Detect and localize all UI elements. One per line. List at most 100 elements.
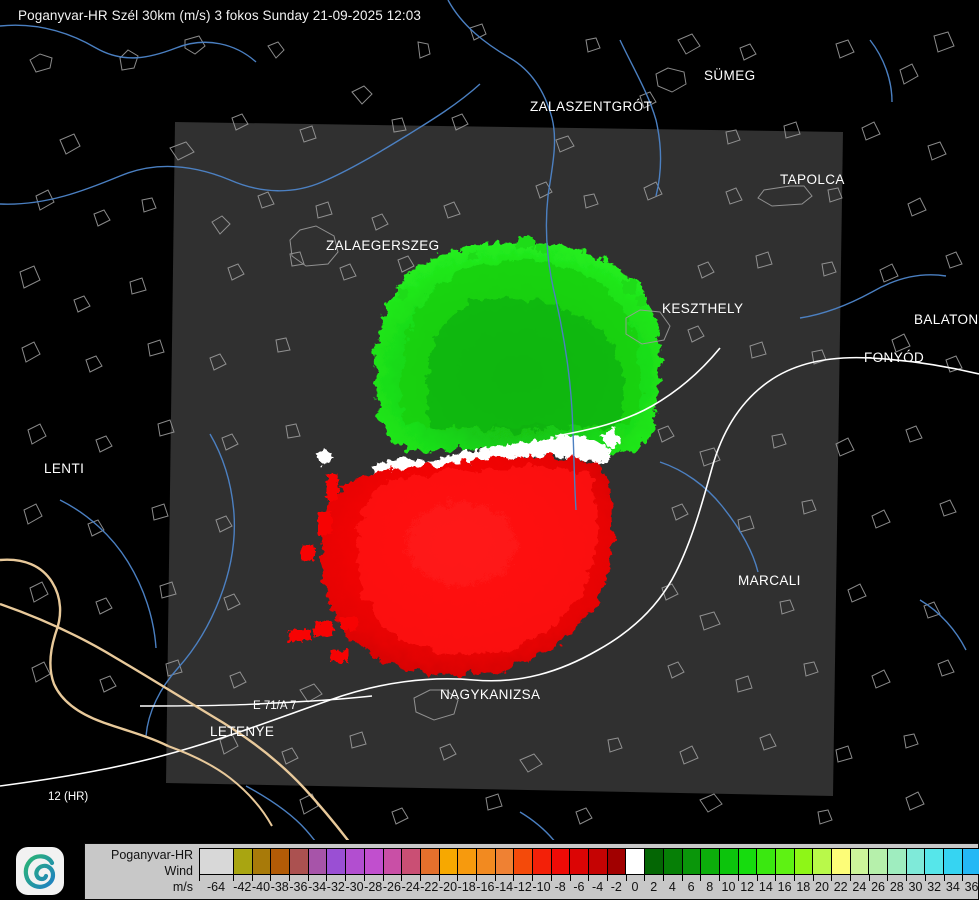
legend-swatch[interactable]: [645, 849, 664, 874]
place-label: MARCALI: [738, 573, 801, 588]
legend-swatch[interactable]: [626, 849, 646, 874]
legend-tick: [401, 874, 403, 881]
legend-swatch[interactable]: [850, 849, 870, 874]
legend-tick-label: -64: [206, 880, 226, 894]
legend-swatch[interactable]: [271, 849, 291, 874]
spiral-logo-icon[interactable]: [14, 845, 66, 897]
legend-tick-label: -16: [476, 880, 495, 894]
legend-swatch[interactable]: [925, 849, 945, 874]
legend-swatch[interactable]: [869, 849, 889, 874]
legend-tick: [233, 874, 234, 881]
velocity-echo-layer: [288, 236, 661, 676]
legend-swatch[interactable]: [290, 849, 309, 874]
settlement-outlines: [19, 23, 963, 825]
legend-swatch[interactable]: [514, 849, 533, 874]
legend-swatch[interactable]: [570, 849, 590, 874]
legend-swatch[interactable]: [533, 849, 552, 874]
place-label: BALATONBO: [914, 312, 979, 327]
legend-tick: [588, 874, 590, 881]
legend-tick: [606, 874, 608, 881]
legend-tick: [438, 874, 440, 881]
color-scale-legend[interactable]: Poganyvar-HR Wind m/s -64 -42 -40 -38 -36 -34…: [84, 843, 979, 900]
legend-tick: [625, 874, 627, 881]
place-label: ZALASZENTGRÓT: [530, 99, 653, 114]
legend-swatch[interactable]: [495, 849, 515, 874]
legend-tick: [775, 874, 777, 881]
inbound-velocity-region: [375, 242, 661, 456]
legend-tick-label: 14: [758, 880, 773, 894]
legend-swatch[interactable]: [906, 849, 926, 874]
legend-tick-label: 36: [964, 880, 979, 894]
legend-tick-label: -6: [573, 880, 585, 894]
legend-tick: [457, 874, 459, 881]
road-label: E 71/A 7: [253, 700, 297, 712]
legend-swatch[interactable]: [200, 849, 234, 874]
legend-swatch[interactable]: [402, 849, 421, 874]
legend-swatch[interactable]: [962, 849, 979, 874]
legend-swatch[interactable]: [551, 849, 571, 874]
legend-tick-label: 4: [668, 880, 676, 894]
legend-swatch[interactable]: [701, 849, 720, 874]
legend-tick: [345, 874, 347, 881]
legend-swatches[interactable]: [199, 848, 979, 875]
legend-swatch[interactable]: [364, 849, 384, 874]
legend-tick-label: 6: [687, 880, 695, 894]
legend-tick: [476, 874, 478, 881]
legend-tick: [326, 874, 328, 881]
legend-tick: [419, 874, 421, 881]
river-network: [0, 0, 967, 840]
place-label: ZALAEGERSZEG: [326, 238, 440, 253]
legend-tick-label: -4: [592, 880, 604, 894]
legend-swatch[interactable]: [682, 849, 702, 874]
legend-swatch[interactable]: [719, 849, 739, 874]
legend-tick: [382, 874, 384, 881]
legend-tick-label: -14: [495, 880, 514, 894]
legend-swatch[interactable]: [813, 849, 832, 874]
legend-tick: [924, 874, 926, 881]
legend-tick-label: -40: [251, 880, 271, 894]
legend-swatch[interactable]: [607, 849, 627, 874]
legend-tick-label: -24: [401, 880, 420, 894]
legend-tick-label: 22: [833, 880, 848, 894]
legend-swatch[interactable]: [589, 849, 608, 874]
legend-swatch[interactable]: [794, 849, 814, 874]
legend-tick: [756, 874, 758, 881]
legend-swatch[interactable]: [439, 849, 459, 874]
legend-swatch[interactable]: [308, 849, 328, 874]
legend-tick: [289, 874, 291, 881]
legend-tick-label: -30: [345, 880, 364, 894]
legend-swatch[interactable]: [944, 849, 963, 874]
legend-tick-label: -26: [382, 880, 401, 894]
legend-tick: [700, 874, 702, 881]
legend-swatch[interactable]: [252, 849, 272, 874]
inbound-fringe: [398, 236, 646, 444]
legend-swatch[interactable]: [476, 849, 496, 874]
legend-tick-label: 20: [815, 880, 829, 894]
place-label: FONYÓD: [864, 350, 925, 365]
place-label: SÜMEG: [704, 68, 756, 83]
outbound-velocity-region: [321, 456, 613, 676]
legend-swatch[interactable]: [757, 849, 776, 874]
legend-swatch[interactable]: [775, 849, 795, 874]
legend-tick: [793, 874, 795, 881]
legend-swatch[interactable]: [420, 849, 440, 874]
legend-tick: [831, 874, 833, 881]
logo-spiral-path: [23, 854, 56, 889]
legend-swatch[interactable]: [234, 849, 253, 874]
legend-swatch[interactable]: [383, 849, 403, 874]
legend-swatch[interactable]: [663, 849, 683, 874]
legend-tick-label: 18: [796, 880, 811, 894]
legend-swatch[interactable]: [327, 849, 347, 874]
legend-swatch[interactable]: [346, 849, 365, 874]
legend-tick-label: 30: [908, 880, 923, 894]
legend-swatch[interactable]: [458, 849, 477, 874]
legend-tick: [363, 874, 365, 881]
legend-tick-label: -42: [233, 880, 252, 894]
legend-caption: Poganyvar-HR Wind m/s: [89, 847, 193, 895]
legend-swatch[interactable]: [888, 849, 907, 874]
legend-swatch[interactable]: [832, 849, 851, 874]
legend-tick-label: -32: [326, 880, 345, 894]
legend-swatch[interactable]: [738, 849, 758, 874]
